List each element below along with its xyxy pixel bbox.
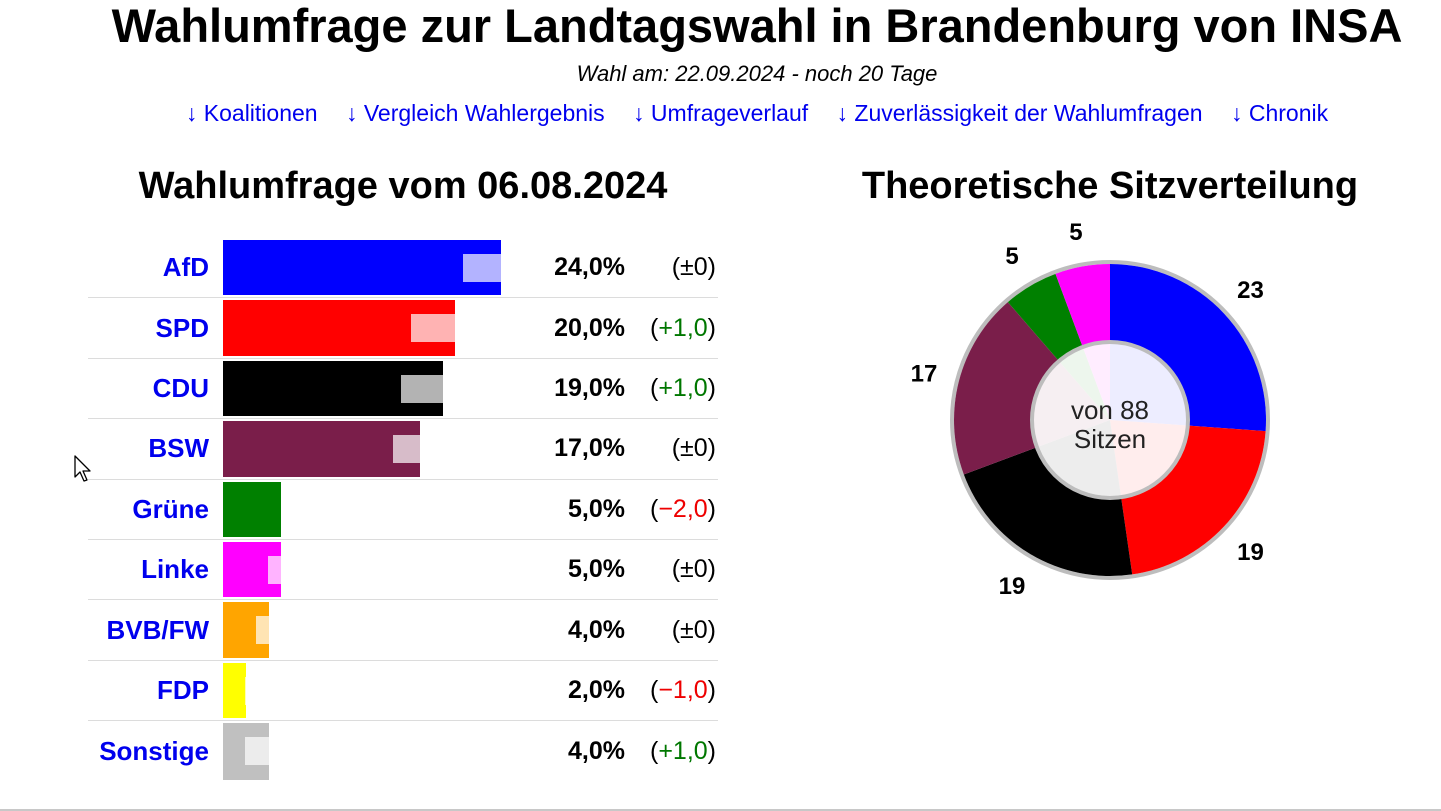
nav-link-koalitionen[interactable]: ↓ Koalitionen [185, 100, 318, 126]
party-link[interactable]: BVB/FW [106, 614, 209, 645]
change-value: ±0 [680, 615, 708, 644]
change-value: −1,0 [658, 675, 708, 704]
party-link[interactable]: BSW [148, 433, 209, 464]
party-link[interactable]: CDU [152, 372, 209, 403]
poll-change-label: (+1,0) [649, 736, 716, 765]
party-row-sonstige: Sonstige 4,0% (+1,0) [88, 721, 718, 781]
previous-poll-marker [462, 254, 533, 282]
poll-value-label: 2,0% [568, 675, 625, 704]
previous-poll-marker [401, 374, 457, 403]
party-row-fdp: FDP 2,0% (−1,0) [88, 661, 718, 722]
seat-count-label: 17 [911, 361, 938, 388]
seat-chart-title: Theoretische Sitzverteilung [861, 165, 1359, 207]
poll-change-label: (±0) [671, 253, 716, 282]
poll-value-label: 5,0% [568, 494, 625, 523]
nav-link-umfrageverlauf[interactable]: ↓ Umfrageverlauf [633, 100, 809, 126]
party-row-afd: AfD 24,0% (±0) [88, 238, 718, 299]
page-title: Wahlumfrage zur Landtagswahl in Brandenb… [111, 0, 1403, 52]
poll-value-label: 17,0% [554, 434, 625, 463]
party-link[interactable]: Linke [141, 554, 209, 585]
party-link[interactable]: FDP [157, 674, 209, 705]
party-link[interactable]: SPD [155, 312, 209, 343]
poll-bar [223, 240, 501, 296]
bar-area [223, 359, 553, 418]
poll-change-label: (±0) [671, 555, 716, 584]
previous-poll-marker [290, 495, 315, 524]
seat-count-label: 5 [1069, 219, 1082, 246]
previous-poll-marker [411, 314, 470, 343]
previous-poll-marker [392, 435, 442, 464]
nav-link-zuverlaessigkeit[interactable]: ↓ Zuverlässigkeit der Wahlumfragen [836, 100, 1203, 126]
poll-change-label: (+1,0) [649, 373, 716, 402]
bar-area [223, 661, 553, 720]
previous-poll-marker [244, 676, 269, 705]
party-row-cdu: CDU 19,0% (+1,0) [88, 359, 718, 420]
seat-count-label: 19 [999, 573, 1026, 600]
bar-area [223, 419, 553, 478]
mouse-cursor-icon [74, 455, 91, 482]
poll-change-label: (−1,0) [649, 675, 716, 704]
poll-bar [223, 481, 281, 537]
change-value: −2,0 [658, 494, 708, 523]
poll-value-label: 5,0% [568, 555, 625, 584]
donut-center-line-1: von 88 [1070, 395, 1150, 425]
poll-value-label: 19,0% [554, 373, 625, 402]
party-row-spd: SPD 20,0% (+1,0) [88, 298, 718, 359]
seat-count-label: 19 [1237, 539, 1264, 566]
previous-poll-marker [256, 616, 281, 645]
party-row-bsw: BSW 17,0% (±0) [88, 419, 718, 480]
party-row-gr-ne: Grüne 5,0% (−2,0) [88, 480, 718, 540]
poll-change-label: (+1,0) [649, 313, 716, 342]
party-link[interactable]: AfD [162, 252, 209, 283]
change-value: ±0 [680, 555, 708, 584]
poll-change-label: (±0) [671, 434, 716, 463]
poll-value-label: 20,0% [554, 313, 625, 342]
change-value: ±0 [680, 434, 708, 463]
poll-change-label: (±0) [671, 615, 716, 644]
bar-area [223, 238, 553, 297]
nav-link-chronik[interactable]: ↓ Chronik [1230, 100, 1329, 126]
previous-poll-marker [244, 737, 269, 766]
poll-value-label: 24,0% [554, 253, 625, 282]
previous-poll-marker [267, 555, 292, 584]
bar-area [223, 480, 553, 539]
donut-center-line-2: Sitzen [1073, 424, 1147, 454]
poll-value-label: 4,0% [568, 615, 625, 644]
donut-center-label: von 88 Sitzen [1035, 396, 1185, 454]
poll-bar [223, 662, 247, 719]
election-date-subtitle: Wahl am: 22.09.2024 - noch 20 Tage [576, 61, 938, 86]
poll-chart-title: Wahlumfrage vom 06.08.2024 [138, 165, 668, 207]
nav-link-vergleich-wahlergebnis[interactable]: ↓ Vergleich Wahlergebnis [345, 100, 605, 126]
change-value: ±0 [680, 253, 708, 282]
poll-value-label: 4,0% [568, 736, 625, 765]
change-value: +1,0 [658, 736, 708, 765]
bar-area [223, 600, 553, 659]
poll-change-label: (−2,0) [649, 494, 716, 523]
party-link[interactable]: Sonstige [99, 735, 209, 766]
page-bottom-divider [0, 809, 1441, 811]
seat-count-label: 5 [1005, 243, 1018, 270]
bar-area [223, 298, 553, 357]
section-nav: ↓ Koalitionen ↓ Vergleich Wahlergebnis ↓… [0, 98, 1441, 128]
seat-count-label: 23 [1237, 277, 1264, 304]
change-value: +1,0 [658, 313, 708, 342]
party-row-linke: Linke 5,0% (±0) [88, 540, 718, 601]
party-row-bvb-fw: BVB/FW 4,0% (±0) [88, 600, 718, 661]
bar-area [223, 540, 553, 599]
party-link[interactable]: Grüne [132, 493, 209, 524]
bar-area [223, 721, 553, 781]
poll-bar [223, 421, 420, 477]
poll-bar-chart: AfD 24,0% (±0) SPD 20,0% (+1,0) CDU 19,0% (+1,0)… [88, 238, 718, 782]
change-value: +1,0 [658, 373, 708, 402]
